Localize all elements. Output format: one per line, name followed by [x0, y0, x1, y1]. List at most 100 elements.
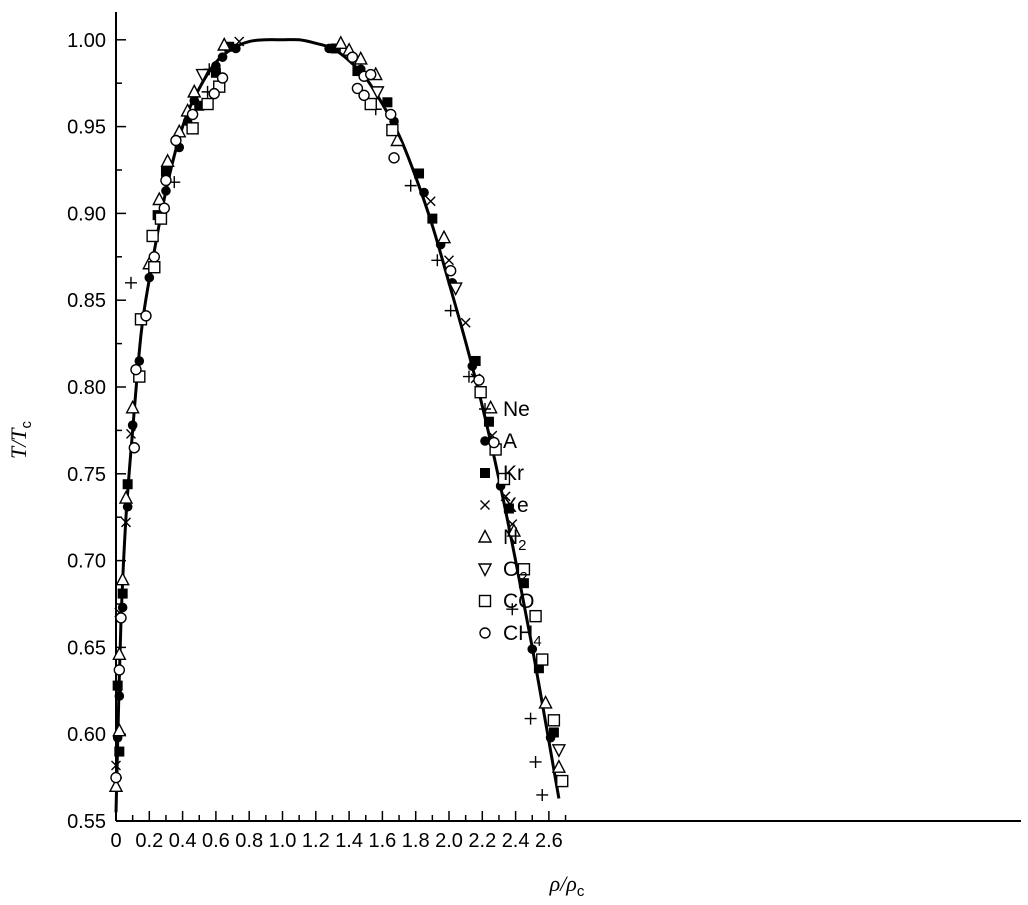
- data-point-ch4: [110, 771, 122, 784]
- x-tick-label: 2.4: [502, 830, 530, 852]
- data-point-ne: [124, 276, 137, 289]
- data-point-ne: [444, 304, 457, 317]
- data-point-o2: [195, 68, 210, 83]
- data-point-ch4: [148, 251, 160, 263]
- data-point-kr: [548, 727, 559, 738]
- legend-item: A: [480, 430, 517, 453]
- legend-item: N2: [477, 526, 527, 554]
- fit-curve: [114, 38, 561, 813]
- legend-item: O2: [477, 558, 528, 586]
- data-point-ch4: [444, 264, 457, 277]
- data-point-kr: [117, 588, 128, 599]
- data-point-n2: [118, 490, 134, 504]
- x-tick-label: 1.6: [368, 830, 396, 852]
- data-point-ch4: [115, 612, 127, 624]
- y-tick-label: 0.80: [67, 377, 106, 399]
- data-point-kr: [483, 416, 494, 427]
- data-point-kr: [112, 680, 123, 691]
- data-point-xe: [460, 317, 471, 328]
- data-point-ch4: [208, 87, 220, 100]
- data-point-co: [364, 97, 377, 111]
- data-point-n2: [112, 722, 127, 737]
- data-point-xe: [120, 517, 131, 528]
- data-point-n2: [538, 694, 553, 709]
- data-point-co: [186, 122, 199, 135]
- data-point-co: [386, 123, 399, 137]
- y-tick-label: 0.85: [67, 290, 106, 312]
- x-tick-label: 0.6: [202, 830, 230, 852]
- data-point-xe: [425, 196, 436, 207]
- data-point-co: [547, 714, 561, 727]
- y-tick-label: 0.65: [67, 637, 106, 659]
- data-point-n2: [217, 36, 232, 51]
- data-point-a: [161, 186, 171, 196]
- data-point-co: [556, 774, 569, 788]
- legend-marker: [477, 563, 493, 578]
- data-point-ne: [506, 603, 519, 616]
- y-tick-label: 0.55: [67, 811, 106, 833]
- data-point-ch4: [160, 174, 172, 187]
- legend-marker: [480, 436, 490, 446]
- data-point-kr: [503, 503, 514, 514]
- data-point-ch4: [488, 436, 500, 449]
- data-point-n2: [125, 399, 140, 414]
- data-point-ch4: [358, 89, 370, 102]
- legend-marker: [480, 500, 490, 510]
- data-point-a: [127, 420, 138, 430]
- data-point-kr: [210, 67, 221, 78]
- data-point-n2: [436, 229, 452, 244]
- data-point-xe: [234, 36, 245, 47]
- data-point-xe: [500, 491, 511, 502]
- data-point-ch4: [365, 68, 377, 81]
- legend-marker: [479, 627, 491, 639]
- legend-label: Ne: [503, 398, 530, 421]
- data-point-ch4: [216, 72, 229, 84]
- data-point-kr: [160, 166, 171, 177]
- y-axis-label: T/Tc: [6, 420, 35, 459]
- data-point-o2: [448, 282, 463, 297]
- legend-marker: [478, 594, 492, 608]
- legend-item: Kr: [480, 462, 524, 485]
- x-tick-label: 1.4: [335, 830, 363, 852]
- data-point-co: [474, 386, 487, 399]
- data-point-n2: [108, 778, 124, 792]
- data-point-ch4: [128, 442, 141, 454]
- legend-marker: [477, 528, 493, 543]
- x-tick-label: 0.8: [235, 830, 263, 852]
- x-tick-label: 2.6: [535, 830, 563, 852]
- data-point-ne: [529, 755, 542, 768]
- data-point-n2: [187, 83, 202, 98]
- legend-item: Xe: [480, 494, 529, 517]
- data-point-o2: [551, 744, 567, 758]
- legend-marker: [480, 468, 490, 478]
- data-point-ch4: [473, 374, 485, 386]
- data-point-ch4: [385, 108, 397, 121]
- data-point-n2: [115, 571, 130, 586]
- x-tick-label: 0.2: [135, 830, 163, 852]
- legend-label: Xe: [503, 494, 529, 517]
- series-a: [112, 43, 556, 743]
- x-tick-label: 1.2: [302, 830, 330, 852]
- y-tick-label: 0.95: [67, 117, 106, 139]
- legend-item: Ne: [479, 398, 530, 421]
- data-point-a: [527, 644, 538, 654]
- data-point-ne: [524, 712, 537, 725]
- series-ch4: [110, 51, 500, 784]
- legend-marker: [479, 403, 491, 415]
- data-point-n2: [551, 759, 567, 773]
- data-point-ch4: [186, 108, 199, 121]
- data-point-xe: [111, 760, 121, 771]
- x-tick-label: 2.0: [435, 830, 463, 852]
- legend-label: Kr: [503, 462, 524, 485]
- data-point-n2: [152, 191, 167, 206]
- data-point-n2: [506, 523, 522, 537]
- data-point-ne: [404, 179, 417, 192]
- data-point-n2: [112, 646, 127, 661]
- legend: Ne A Kr Xe N2 O2 CO CH4: [477, 398, 542, 650]
- legend-item: CH4: [479, 622, 542, 650]
- y-tick-label: 1.00: [67, 30, 106, 52]
- data-point-ne: [536, 788, 549, 801]
- x-tick-label: 1.8: [402, 830, 430, 852]
- legend-label: N2: [503, 526, 527, 554]
